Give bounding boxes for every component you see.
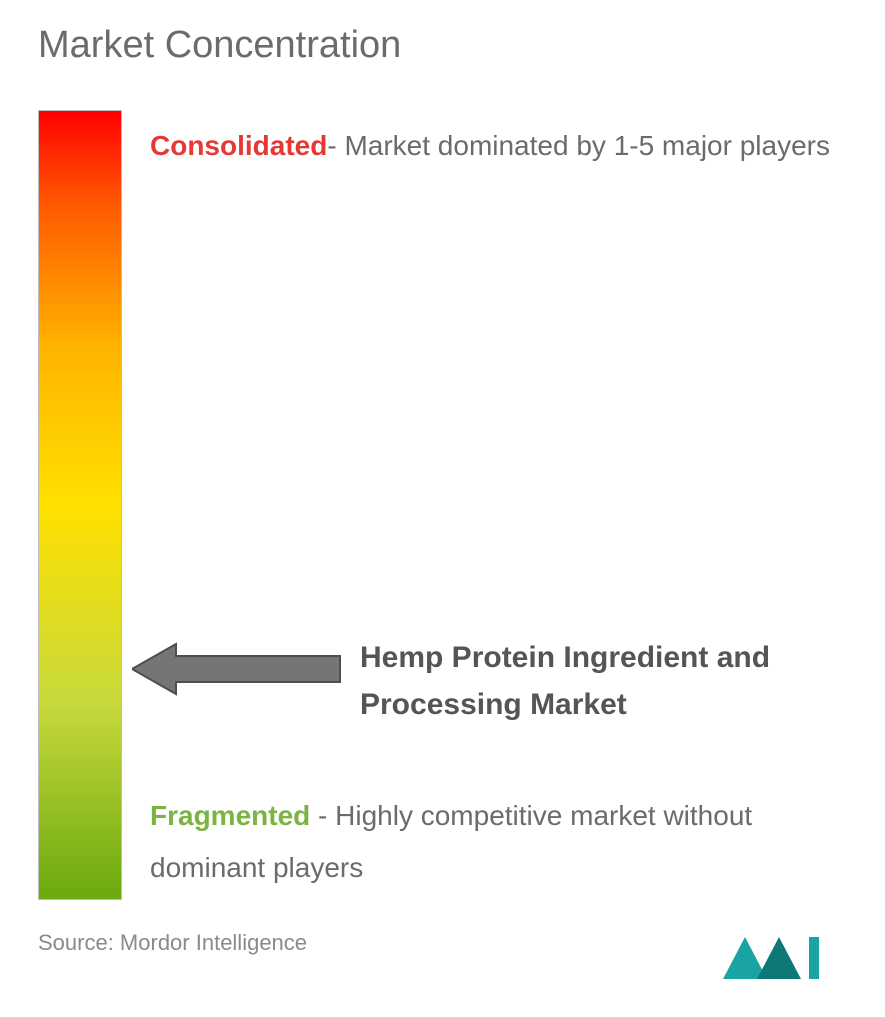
consolidated-keyword: Consolidated — [150, 130, 327, 161]
concentration-gradient-bar — [38, 110, 122, 900]
consolidated-rest: - Market dominated by 1-5 major players — [327, 130, 830, 161]
fragmented-keyword: Fragmented — [150, 800, 310, 831]
chart-title: Market Concentration — [38, 24, 401, 67]
fragmented-description: Fragmented - Highly competitive market w… — [150, 790, 845, 894]
market-name: Hemp Protein Ingredient and Processing M… — [360, 635, 855, 728]
gradient-svg — [39, 111, 121, 899]
consolidated-description: Consolidated- Market dominated by 1-5 ma… — [150, 120, 845, 172]
arrow-svg — [132, 640, 342, 698]
brand-logo — [717, 927, 837, 987]
source-attribution: Source: Mordor Intelligence — [38, 930, 307, 956]
position-arrow — [132, 640, 342, 698]
logo-svg — [717, 927, 837, 987]
